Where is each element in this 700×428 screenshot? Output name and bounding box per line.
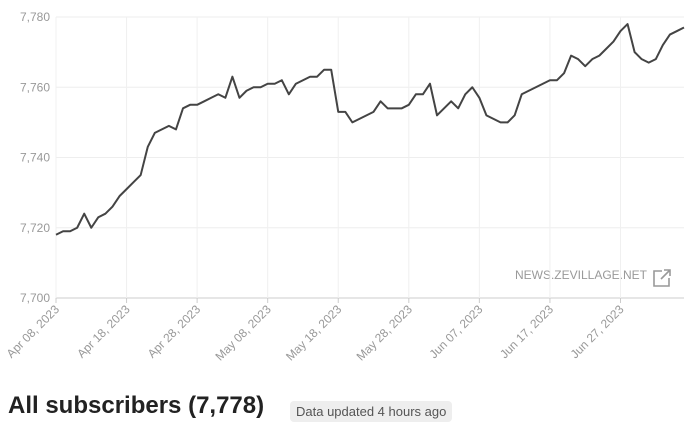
title: All subscribers (7,778) bbox=[8, 392, 265, 419]
x-tick-label: Apr 08, 2023 bbox=[4, 302, 63, 361]
x-tick-label: Apr 18, 2023 bbox=[74, 302, 133, 361]
y-tick-label: 7,720 bbox=[20, 221, 50, 235]
x-tick-label: Jun 17, 2023 bbox=[497, 302, 556, 361]
x-tick-label: May 08, 2023 bbox=[212, 302, 274, 364]
data-line bbox=[55, 23, 685, 236]
link-icon bbox=[653, 269, 671, 287]
watermark: NEWS.ZEVILLAGE.NET bbox=[515, 268, 648, 282]
x-tick-label: Jun 07, 2023 bbox=[427, 302, 486, 361]
y-tick-label: 7,760 bbox=[20, 80, 50, 94]
y-tick-label: 7,700 bbox=[20, 291, 50, 305]
chart: NEWS.ZEVILLAGE.NET 7,700 7,720 7,740 7,760 7… bbox=[4, 10, 685, 364]
x-tick-label: Apr 28, 2023 bbox=[145, 302, 204, 361]
y-tick-label: 7,740 bbox=[20, 151, 50, 165]
x-tick-label: Jun 27, 2023 bbox=[568, 302, 627, 361]
update-badge: Data updated 4 hours ago bbox=[290, 401, 453, 422]
x-tick-label: May 18, 2023 bbox=[283, 302, 345, 364]
y-tick-label: 7,780 bbox=[20, 10, 50, 24]
x-tick-label: May 28, 2023 bbox=[354, 302, 416, 364]
